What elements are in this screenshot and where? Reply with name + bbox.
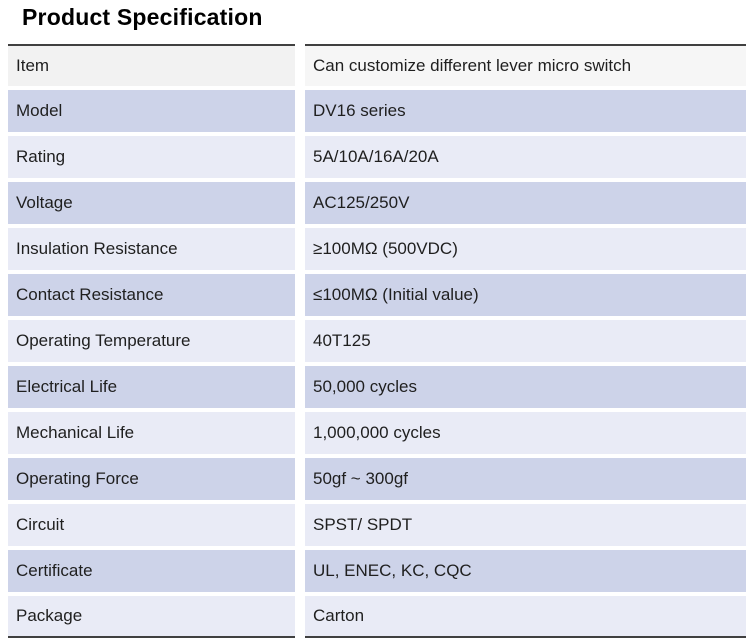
spec-label-cell: Contact Resistance xyxy=(8,274,295,316)
spec-value-cell: 1,000,000 cycles xyxy=(305,412,746,454)
spec-label-cell: Voltage xyxy=(8,182,295,224)
spec-value-cell: Can customize different lever micro swit… xyxy=(305,44,746,86)
spec-value-cell: ≤100MΩ (Initial value) xyxy=(305,274,746,316)
spec-value-cell: ≥100MΩ (500VDC) xyxy=(305,228,746,270)
spec-label-cell: Package xyxy=(8,596,295,638)
spec-value-cell: 50,000 cycles xyxy=(305,366,746,408)
spec-value-cell: 40T125 xyxy=(305,320,746,362)
spec-table: Item Can customize different lever micro … xyxy=(8,44,746,638)
spec-value-cell: SPST/ SPDT xyxy=(305,504,746,546)
spec-label-cell: Certificate xyxy=(8,550,295,592)
spec-label-cell: Circuit xyxy=(8,504,295,546)
page-title: Product Specification xyxy=(22,4,263,30)
spec-value-cell: AC125/250V xyxy=(305,182,746,224)
spec-label-cell: Item xyxy=(8,44,295,86)
spec-value-cell: 50gf ~ 300gf xyxy=(305,458,746,500)
spec-label-cell: Operating Temperature xyxy=(8,320,295,362)
spec-value-cell: 5A/10A/16A/20A xyxy=(305,136,746,178)
spec-value-cell: UL, ENEC, KC, CQC xyxy=(305,550,746,592)
spec-label-cell: Electrical Life xyxy=(8,366,295,408)
spec-label-cell: Insulation Resistance xyxy=(8,228,295,270)
spec-value-cell: Carton xyxy=(305,596,746,638)
spec-value-cell: DV16 series xyxy=(305,90,746,132)
spec-label-cell: Operating Force xyxy=(8,458,295,500)
spec-label-cell: Rating xyxy=(8,136,295,178)
spec-label-cell: Mechanical Life xyxy=(8,412,295,454)
spec-label-cell: Model xyxy=(8,90,295,132)
